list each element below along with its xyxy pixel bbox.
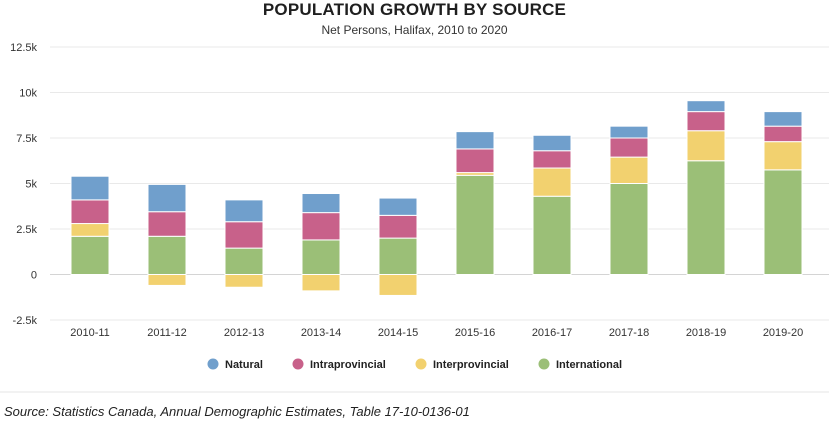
x-tick-label: 2014-15 — [378, 327, 418, 339]
bar-segment-international — [763, 169, 803, 276]
bar-segment-natural — [224, 199, 264, 223]
legend: Natural Intraprovincial Interprovincial Int… — [207, 358, 622, 371]
bar-segment-intraprovincial — [686, 111, 726, 132]
x-tick-label: 2018-19 — [686, 327, 726, 339]
bar-segment-intraprovincial — [532, 150, 572, 169]
bar-segment-natural — [70, 175, 110, 201]
y-tick-label: 2.5k — [16, 224, 37, 236]
bar-segment-interprovincial — [532, 167, 572, 197]
bar-segment-international — [70, 235, 110, 275]
bar-segment-intraprovincial — [70, 199, 110, 225]
bar-segment-interprovincial — [609, 156, 649, 184]
legend-swatch-natural — [207, 358, 219, 370]
y-tick-label: 10k — [19, 88, 37, 100]
legend-label-natural: Natural — [225, 359, 263, 371]
bar-segment-natural — [763, 111, 803, 127]
y-tick-label: 0 — [31, 270, 37, 282]
bar-segment-international — [532, 195, 572, 276]
y-tick-label: 12.5k — [10, 42, 37, 54]
x-tick-label: 2013-14 — [301, 327, 341, 339]
y-axis-tick-labels: 12.5k 10k 7.5k 5k 2.5k 0 -2.5k — [10, 42, 37, 327]
bar-segment-international — [224, 247, 264, 275]
x-tick-label: 2019-20 — [763, 327, 803, 339]
bar-segment-international — [609, 183, 649, 275]
bar-segment-international — [378, 237, 418, 276]
bar-segment-international — [455, 174, 495, 275]
bar-segment-intraprovincial — [763, 125, 803, 143]
legend-swatch-interprovincial — [415, 358, 427, 370]
x-tick-label: 2016-17 — [532, 327, 572, 339]
x-tick-label: 2010-11 — [70, 327, 110, 339]
legend-label-interprovincial: Interprovincial — [433, 359, 509, 371]
bar-segment-natural — [686, 100, 726, 113]
bar-segment-intraprovincial — [378, 214, 418, 239]
bar-segment-natural — [301, 193, 341, 214]
source-note: Source: Statistics Canada, Annual Demogr… — [4, 404, 470, 419]
x-axis-tick-labels: 2010-11 2011-12 2012-13 2013-14 2014-15 2015-… — [70, 327, 803, 339]
x-tick-label: 2011-12 — [147, 327, 187, 339]
bar-segment-interprovincial — [301, 274, 341, 292]
y-tick-label: 7.5k — [16, 133, 37, 145]
bar-segment-natural — [609, 125, 649, 139]
y-tick-label: 5k — [25, 179, 37, 191]
x-tick-label: 2012-13 — [224, 327, 264, 339]
bar-segment-intraprovincial — [455, 148, 495, 174]
bar-segment-natural — [147, 183, 187, 213]
legend-swatch-international — [538, 358, 550, 370]
legend-swatch-intraprovincial — [292, 358, 304, 370]
bar-segment-interprovincial — [70, 223, 110, 237]
bar-segment-international — [301, 239, 341, 275]
bar-segment-international — [147, 235, 187, 275]
bar-segment-interprovincial — [763, 141, 803, 171]
bars — [70, 100, 803, 296]
y-tick-label: -2.5k — [13, 315, 38, 327]
bar-segment-interprovincial — [378, 274, 418, 296]
bar-segment-intraprovincial — [609, 137, 649, 158]
bar-segment-intraprovincial — [224, 221, 264, 249]
x-tick-label: 2015-16 — [455, 327, 495, 339]
legend-label-international: International — [556, 359, 622, 371]
chart-subtitle: Net Persons, Halifax, 2010 to 2020 — [321, 23, 508, 37]
bar-segment-interprovincial — [224, 274, 264, 288]
chart-title: POPULATION GROWTH BY SOURCE — [262, 0, 567, 19]
bar-segment-natural — [378, 197, 418, 216]
bar-segment-intraprovincial — [147, 211, 187, 237]
bar-segment-interprovincial — [686, 130, 726, 162]
bar-segment-international — [686, 160, 726, 275]
bar-segment-natural — [455, 131, 495, 150]
legend-label-intraprovincial: Intraprovincial — [310, 359, 386, 371]
bar-segment-natural — [532, 134, 572, 152]
bar-segment-interprovincial — [147, 274, 187, 286]
bar-segment-intraprovincial — [301, 212, 341, 241]
x-tick-label: 2017-18 — [609, 327, 649, 339]
